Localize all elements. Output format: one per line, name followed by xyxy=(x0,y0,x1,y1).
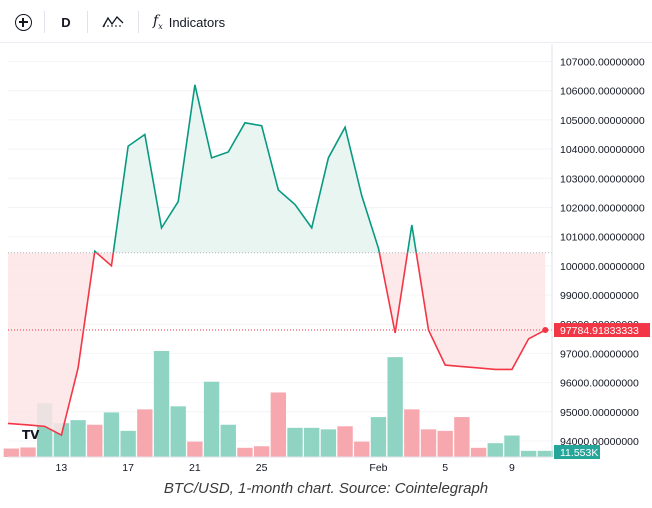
y-tick-label: 104000.00000000 xyxy=(560,144,645,156)
volume-bar xyxy=(504,435,520,457)
y-tick-label: 97000.00000000 xyxy=(560,348,639,360)
volume-bar xyxy=(153,351,170,457)
volume-bar xyxy=(3,448,20,457)
volume-bar xyxy=(120,430,136,457)
volume-bar xyxy=(287,427,303,457)
volume-bar xyxy=(304,427,320,457)
price-line-below xyxy=(7,252,546,437)
volume-bar xyxy=(387,357,403,457)
volume-bar xyxy=(220,424,236,457)
volume-label: 11.553K xyxy=(560,447,598,459)
current-price-dot xyxy=(542,327,549,334)
volume-bar xyxy=(270,392,287,457)
y-tick-label: 101000.00000000 xyxy=(560,232,645,244)
price-line-above xyxy=(93,84,418,253)
volume-bar xyxy=(370,417,387,457)
price-chart[interactable]: 107000.00000000 106000.00000000 105000.000… xyxy=(0,44,652,478)
tradingview-logo: TV xyxy=(22,428,40,442)
y-tick-label: 94000.00000000 xyxy=(560,436,639,448)
y-tick-label: 107000.00000000 xyxy=(560,57,645,69)
price-area-below-baseline xyxy=(8,252,546,436)
volume-bar xyxy=(137,409,153,457)
volume-bar xyxy=(320,429,337,457)
y-tick-label: 100000.00000000 xyxy=(560,261,645,273)
function-icon: fx xyxy=(153,13,163,31)
current-price-tag xyxy=(554,323,650,338)
indicators-button[interactable]: fx Indicators xyxy=(147,8,231,36)
toolbar-divider xyxy=(138,11,139,33)
volume-bar xyxy=(237,447,253,457)
figure-caption: BTC/USD, 1-month chart. Source: Cointele… xyxy=(163,480,489,497)
x-tick-label: 21 xyxy=(189,462,201,474)
x-tick-label: Feb xyxy=(369,462,387,474)
toolbar-border xyxy=(0,42,652,43)
x-tick-label: 17 xyxy=(122,462,134,474)
volume-bar xyxy=(103,412,120,457)
plus-circle-icon[interactable] xyxy=(10,8,36,36)
volume-bar xyxy=(253,446,270,457)
volume-bar xyxy=(487,443,503,457)
y-tick-label: 95000.00000000 xyxy=(560,407,639,419)
y-tick-label: 106000.00000000 xyxy=(560,86,645,98)
x-tick-label: 5 xyxy=(442,462,448,474)
volume-bar xyxy=(470,447,487,457)
y-tick-label: 105000.00000000 xyxy=(560,115,645,127)
volume-tag xyxy=(554,445,600,459)
x-tick-label: 13 xyxy=(56,462,68,474)
volume-bar xyxy=(20,447,36,457)
chart-toolbar: D fx Indicators xyxy=(0,0,652,44)
volume-bar xyxy=(354,441,370,457)
y-tick-label: 99000.00000000 xyxy=(560,290,639,302)
volume-bar xyxy=(187,441,203,457)
interval-button[interactable]: D xyxy=(61,14,71,30)
volume-bar xyxy=(170,406,186,457)
toolbar-divider xyxy=(87,11,88,33)
y-tick-label: 102000.00000000 xyxy=(560,202,645,214)
volume-bar xyxy=(520,450,537,457)
volume-bar xyxy=(87,424,103,457)
current-price-label: 97784.91833333 xyxy=(560,325,639,337)
volume-bar xyxy=(437,430,453,457)
indicators-label: Indicators xyxy=(168,14,226,30)
price-area-above-baseline xyxy=(8,84,546,253)
y-tick-label: 103000.00000000 xyxy=(560,173,645,185)
volume-bar xyxy=(203,381,220,457)
toolbar-divider xyxy=(44,11,45,33)
volume-bar xyxy=(70,420,86,457)
x-tick-label: 25 xyxy=(256,462,268,474)
y-tick-label: 96000.00000000 xyxy=(560,378,639,390)
x-tick-label: 9 xyxy=(509,462,515,474)
volume-bar xyxy=(337,426,353,457)
line-chart-type-icon[interactable] xyxy=(96,8,130,36)
volume-bar xyxy=(404,409,420,457)
volume-bar xyxy=(454,417,470,457)
volume-bar xyxy=(420,429,437,457)
volume-bar xyxy=(537,450,554,457)
